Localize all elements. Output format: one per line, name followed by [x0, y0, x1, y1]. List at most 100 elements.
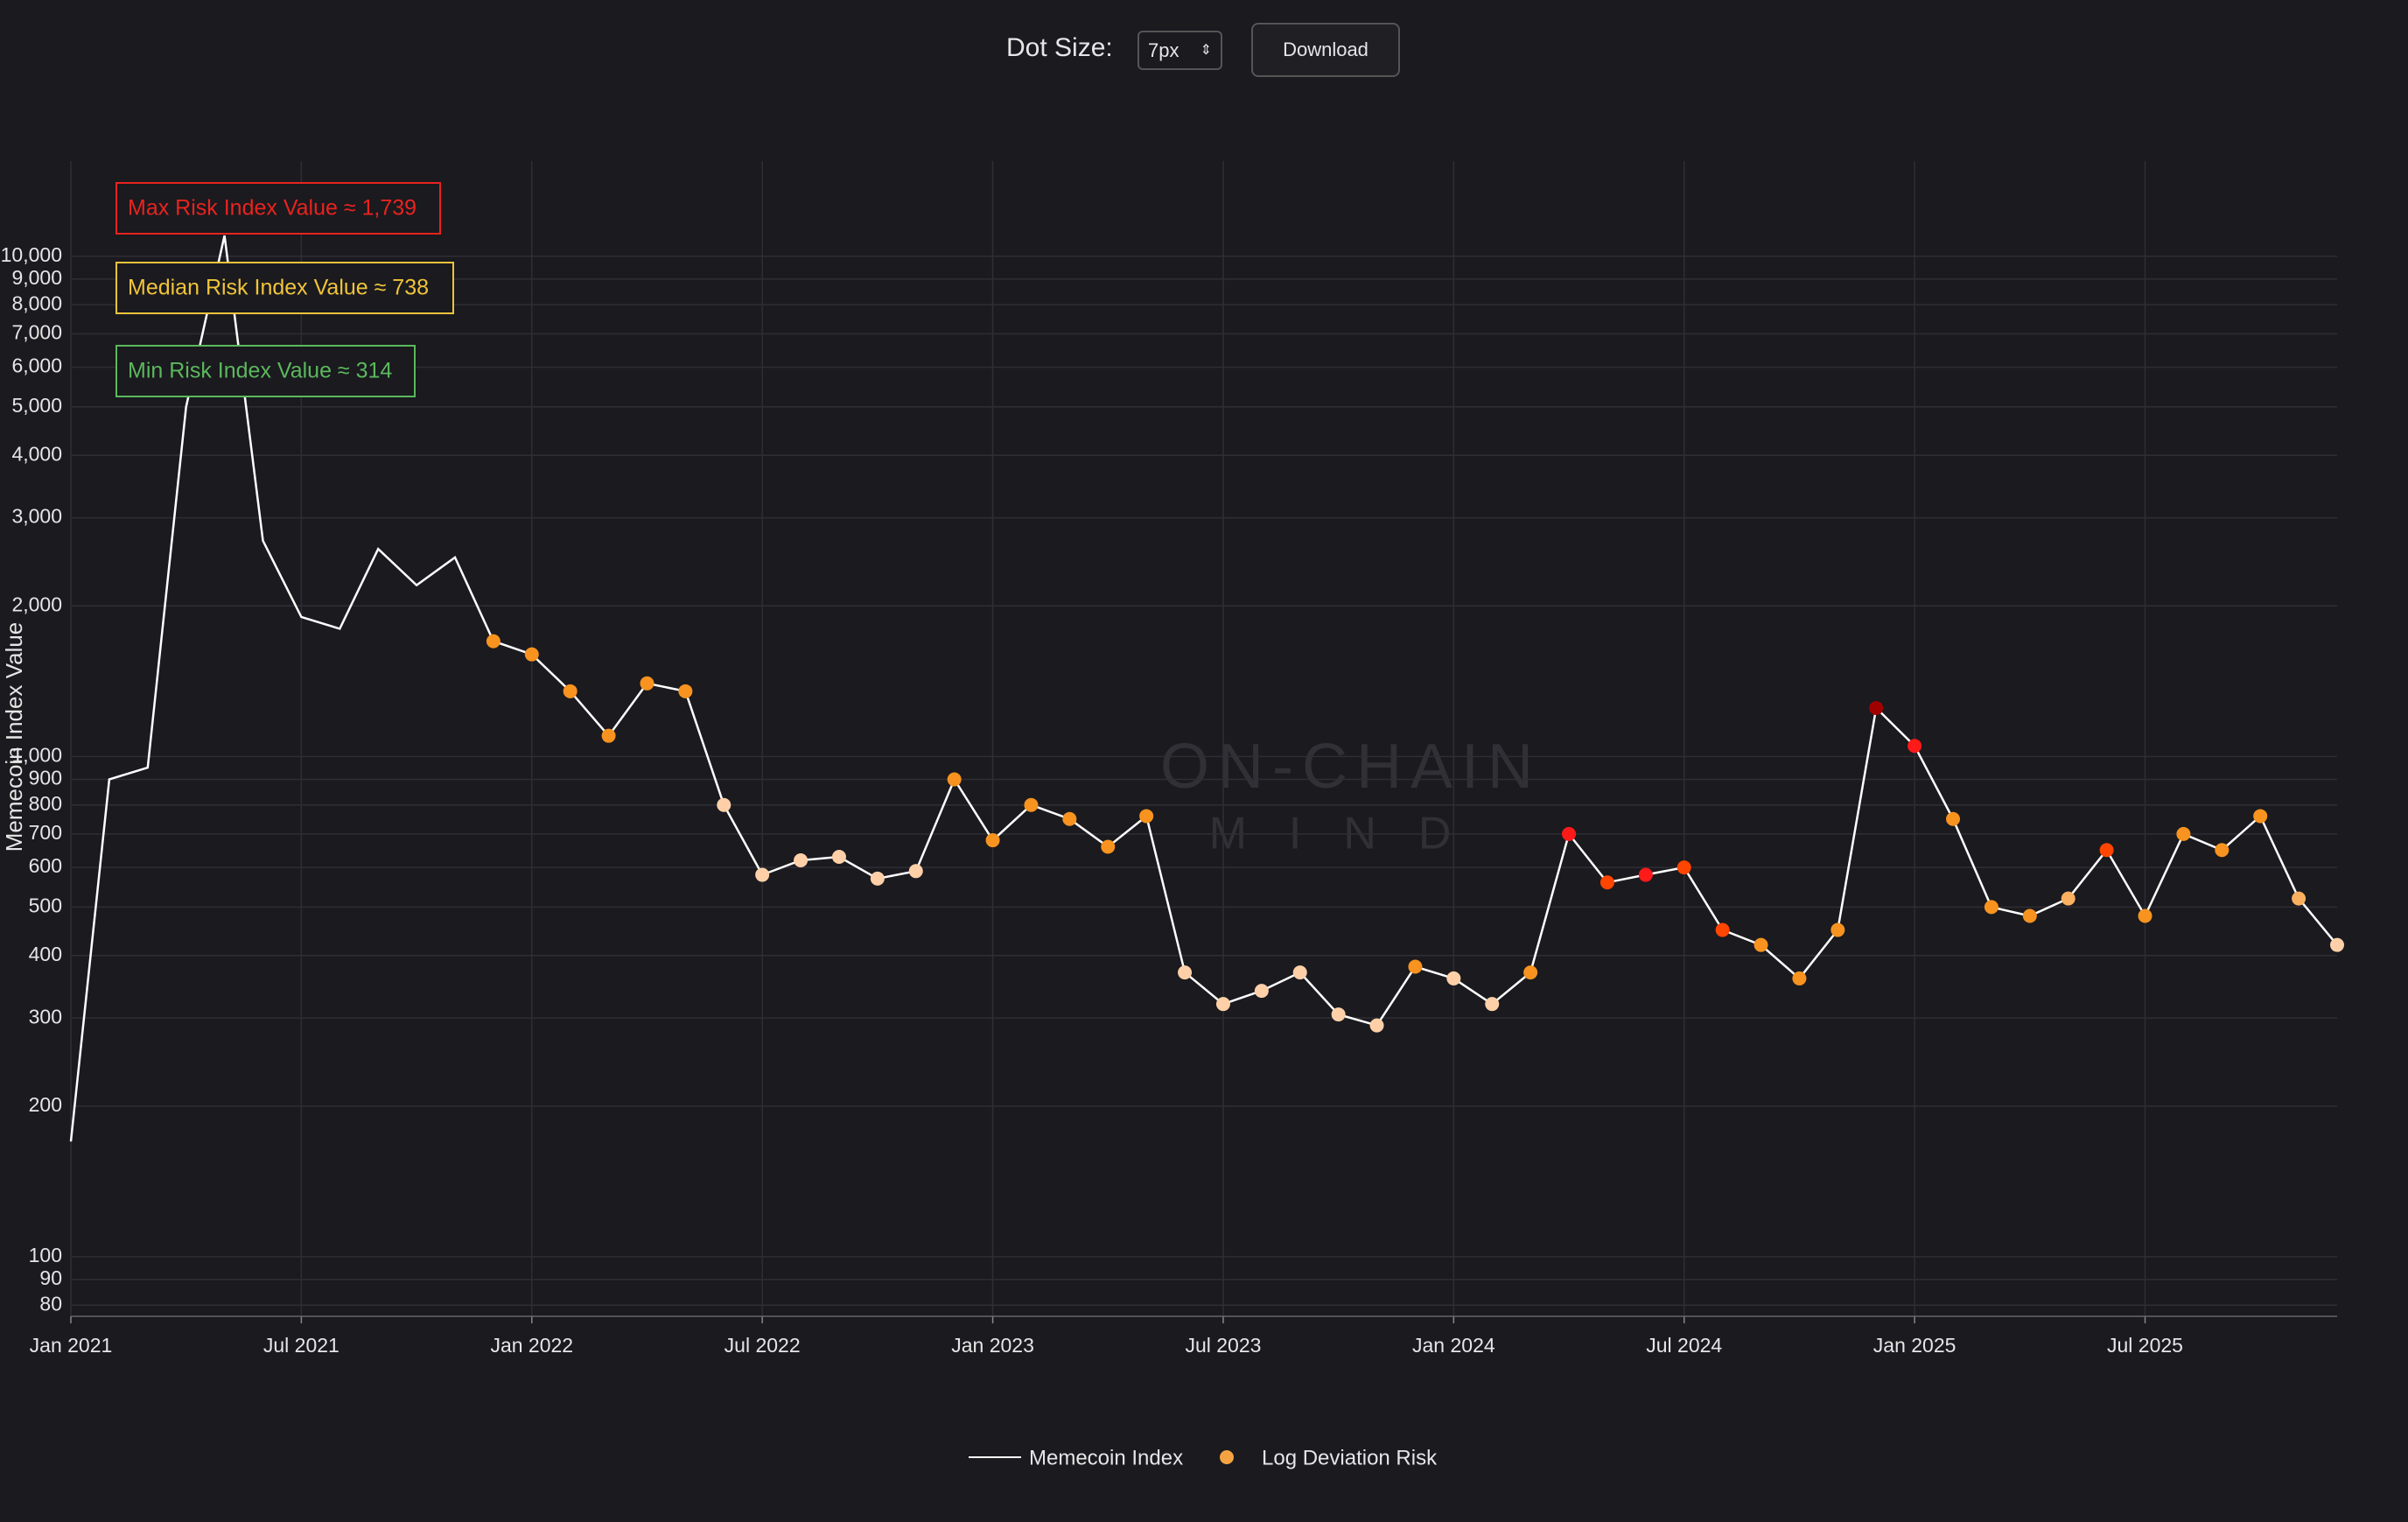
- risk-dot: [794, 852, 808, 867]
- risk-dot: [2022, 908, 2037, 923]
- y-tick-label: 8,000: [11, 291, 62, 314]
- y-tick-label: 7,000: [11, 320, 62, 343]
- x-tick-label: Jul 2021: [263, 1334, 340, 1357]
- risk-dot: [1792, 971, 1807, 985]
- dot-size-label: Dot Size:: [1006, 33, 1113, 62]
- watermark: ON-CHAIN: [1160, 732, 1542, 802]
- x-tick-label: Jan 2023: [951, 1334, 1034, 1357]
- risk-dot: [601, 728, 616, 743]
- risk-dot: [2215, 843, 2230, 858]
- risk-dot: [1676, 860, 1691, 875]
- y-tick-label: 200: [29, 1093, 62, 1116]
- risk-dot: [1215, 997, 1230, 1012]
- legend-dot: [1220, 1450, 1234, 1464]
- x-tick-label: Jan 2022: [490, 1334, 573, 1357]
- annotation-text: Median Risk Index Value ≈ 738: [128, 276, 429, 300]
- risk-dot: [1485, 997, 1500, 1012]
- x-tick-label: Jul 2025: [2107, 1334, 2183, 1357]
- risk-dot: [2138, 908, 2152, 923]
- risk-dot: [985, 833, 1000, 848]
- risk-dot: [1408, 959, 1423, 974]
- risk-dot: [1908, 739, 1922, 754]
- risk-dot: [1292, 965, 1307, 980]
- risk-dot: [755, 867, 770, 882]
- risk-dot: [2253, 809, 2268, 824]
- y-tick-label: 80: [39, 1292, 62, 1315]
- annotation-box: [116, 345, 416, 397]
- y-tick-label: 3,000: [11, 505, 62, 528]
- risk-dot: [2099, 843, 2114, 858]
- y-tick-label: 900: [29, 767, 62, 789]
- x-tick-label: Jan 2021: [30, 1334, 113, 1357]
- risk-dot: [524, 647, 539, 662]
- dot-size-value: 7px: [1148, 39, 1180, 61]
- risk-dot: [563, 684, 578, 698]
- risk-dot: [1369, 1018, 1384, 1033]
- y-tick-label: 9,000: [11, 266, 62, 289]
- risk-dot: [1715, 922, 1730, 937]
- dot-size-select[interactable]: 7px ⇕: [1138, 31, 1222, 70]
- x-tick-label: Jul 2023: [1185, 1334, 1261, 1357]
- y-tick-label: 600: [29, 854, 62, 877]
- risk-dot: [2061, 891, 2076, 906]
- toolbar: Dot Size: 7px ⇕ Download: [0, 0, 2408, 105]
- risk-dot: [2176, 826, 2191, 841]
- risk-dot: [1024, 797, 1039, 812]
- risk-dot: [717, 797, 732, 812]
- risk-dot: [831, 850, 846, 865]
- risk-dot: [908, 864, 923, 879]
- y-tick-label: 2,000: [11, 593, 62, 615]
- y-tick-label: 300: [29, 1005, 62, 1028]
- annotation-box: [116, 262, 454, 314]
- risk-dot: [870, 871, 885, 886]
- y-tick-label: 1,000: [11, 743, 62, 766]
- annotation-text: Min Risk Index Value ≈ 314: [128, 359, 392, 383]
- y-tick-label: 400: [29, 943, 62, 965]
- risk-dot: [947, 772, 962, 787]
- risk-dot: [486, 634, 500, 649]
- y-tick-label: 90: [39, 1266, 62, 1289]
- risk-dot: [1101, 839, 1116, 854]
- risk-dot: [640, 676, 654, 691]
- risk-dot: [1946, 811, 1961, 826]
- risk-dot: [1062, 811, 1077, 826]
- y-tick-label: 800: [29, 792, 62, 815]
- risk-dot: [1984, 900, 1998, 915]
- risk-dot: [1754, 937, 1768, 952]
- x-tick-label: Jan 2025: [1873, 1334, 1956, 1357]
- y-tick-label: 100: [29, 1244, 62, 1266]
- select-arrow: ⇕: [1200, 43, 1212, 58]
- legend-label: Memecoin Index: [1029, 1446, 1183, 1469]
- risk-dot: [1331, 1007, 1346, 1022]
- risk-dot: [2330, 937, 2344, 952]
- risk-dot: [1600, 875, 1614, 890]
- risk-dot: [1254, 984, 1269, 999]
- y-tick-label: 6,000: [11, 354, 62, 377]
- index-line: [69, 235, 2338, 1142]
- y-axis-title: Memecoin Index Value: [1, 622, 27, 852]
- y-tick-label: 4,000: [11, 442, 62, 465]
- annotation-box: [116, 182, 441, 235]
- y-tick-label: 5,000: [11, 394, 62, 417]
- risk-dot: [1139, 809, 1154, 824]
- risk-dot: [1830, 922, 1845, 937]
- risk-dot: [1869, 700, 1884, 715]
- x-tick-label: Jan 2024: [1412, 1334, 1495, 1357]
- risk-dot: [678, 684, 693, 698]
- x-tick-label: Jul 2024: [1646, 1334, 1722, 1357]
- y-tick-label: 700: [29, 821, 62, 844]
- risk-dot: [1446, 971, 1461, 985]
- risk-dot: [1638, 867, 1653, 882]
- download-button[interactable]: Download: [1251, 23, 1400, 77]
- y-tick-label: 10,000: [1, 243, 62, 266]
- risk-dot: [1562, 826, 1577, 841]
- x-tick-label: Jul 2022: [724, 1334, 801, 1357]
- risk-dot: [2292, 891, 2306, 906]
- annotation-text: Max Risk Index Value ≈ 1,739: [128, 196, 416, 221]
- legend-label: Log Deviation Risk: [1262, 1446, 1438, 1469]
- y-tick-label: 500: [29, 894, 62, 916]
- risk-dot: [1178, 965, 1193, 980]
- risk-dot: [1523, 965, 1538, 980]
